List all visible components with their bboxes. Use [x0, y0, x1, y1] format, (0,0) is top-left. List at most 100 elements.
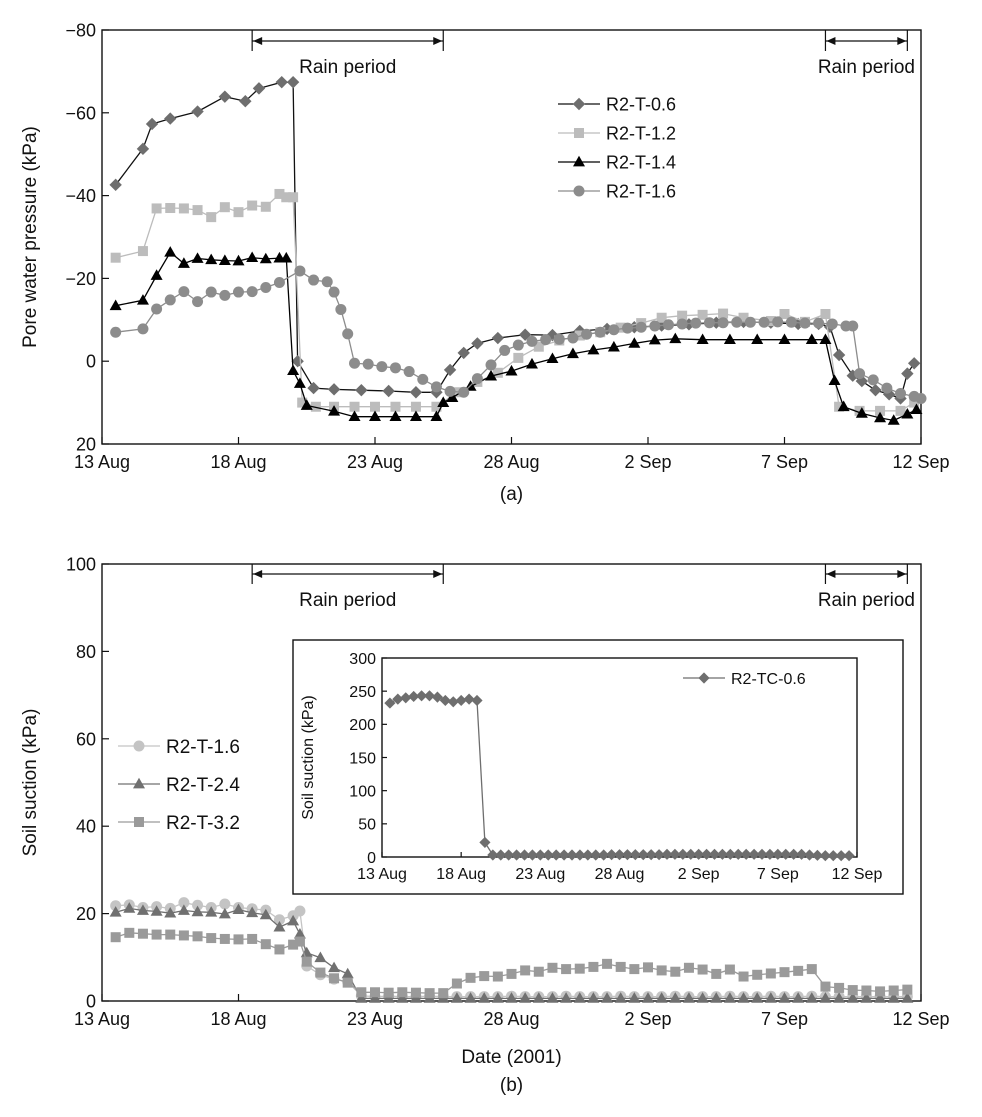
data-point	[417, 373, 429, 385]
data-point	[861, 985, 872, 996]
legend: R2-T-1.6 R2-T-2.4 R2-T-3.2	[118, 737, 240, 834]
data-point	[805, 333, 818, 345]
data-point	[653, 849, 665, 861]
data-point	[392, 693, 404, 705]
data-point	[574, 963, 585, 974]
y-axis-label: Soil suction (kPa)	[300, 695, 317, 820]
data-point	[819, 850, 831, 862]
data-point	[370, 401, 380, 412]
data-point	[874, 411, 887, 423]
data-point	[758, 316, 770, 328]
data-point	[788, 848, 800, 860]
legend-label: R2-T-1.6	[166, 737, 240, 758]
data-point	[274, 188, 285, 199]
data-point	[716, 848, 728, 860]
data-point	[546, 352, 559, 364]
data-point	[328, 405, 341, 416]
data-point	[342, 977, 353, 988]
data-point	[887, 414, 900, 425]
data-point	[218, 254, 231, 265]
data-point	[431, 691, 443, 703]
data-point	[696, 992, 709, 1003]
legend-marker	[133, 740, 145, 752]
data-point	[682, 992, 695, 1003]
data-point	[854, 405, 865, 416]
data-point	[280, 251, 293, 263]
data-point	[431, 401, 442, 412]
data-point	[573, 992, 586, 1003]
data-point	[518, 849, 531, 861]
panel-label: (a)	[500, 484, 523, 505]
data-point	[110, 932, 121, 943]
x-axis-label: Date (2001)	[461, 1047, 561, 1068]
data-point	[247, 200, 258, 211]
data-point	[110, 252, 121, 263]
data-point	[451, 978, 462, 989]
data-point	[655, 992, 668, 1003]
data-point	[732, 848, 744, 860]
data-point	[690, 317, 702, 329]
data-point	[731, 316, 743, 328]
data-point	[683, 962, 694, 973]
data-point	[288, 192, 299, 203]
data-point	[723, 333, 736, 345]
data-point	[233, 207, 244, 218]
legend-marker	[574, 128, 584, 138]
data-point	[310, 401, 321, 412]
data-point	[389, 362, 401, 374]
data-point	[677, 310, 688, 321]
data-point	[574, 849, 586, 861]
data-point	[600, 322, 614, 336]
x-tick-label: 12 Sep	[832, 866, 883, 883]
data-point	[697, 964, 708, 975]
x-tick-label: 2 Sep	[624, 1009, 671, 1029]
data-point	[778, 333, 791, 345]
data-point	[376, 361, 388, 373]
data-point	[907, 357, 921, 370]
data-point	[246, 906, 259, 918]
data-point	[205, 253, 218, 265]
data-point	[192, 296, 204, 308]
data-point	[805, 992, 818, 1003]
data-point	[438, 988, 449, 999]
data-point	[581, 328, 593, 340]
data-point	[382, 384, 395, 398]
series-R2-T-1.6	[110, 897, 913, 1003]
data-point	[465, 972, 476, 983]
y-tick-label: 200	[349, 717, 376, 734]
data-point	[703, 317, 715, 329]
data-point	[274, 944, 285, 955]
data-point	[796, 848, 808, 860]
data-point	[464, 992, 477, 1003]
data-point	[834, 982, 845, 993]
data-point	[308, 274, 320, 286]
data-point	[806, 964, 817, 975]
data-point	[390, 401, 401, 412]
data-point	[682, 318, 696, 331]
data-point	[847, 320, 859, 332]
data-point	[656, 312, 667, 323]
data-point	[164, 112, 177, 125]
y-tick-label: −80	[65, 20, 96, 40]
data-point	[408, 690, 420, 703]
data-point	[737, 992, 750, 1003]
data-point	[756, 848, 768, 860]
data-point	[738, 971, 749, 982]
data-point	[799, 317, 811, 329]
data-point	[505, 992, 518, 1003]
data-point	[711, 968, 722, 979]
data-point	[629, 849, 641, 861]
data-point	[492, 367, 503, 378]
data-point	[629, 964, 640, 975]
data-point	[785, 316, 797, 328]
y-tick-label: 250	[349, 684, 376, 701]
data-point	[854, 368, 866, 380]
legend-marker	[134, 817, 144, 827]
y-tick-label: 100	[349, 783, 376, 800]
data-point	[281, 192, 292, 203]
data-point	[219, 289, 231, 301]
rain-period-label: Rain period	[818, 590, 915, 611]
data-point	[847, 985, 858, 996]
data-point	[606, 849, 618, 861]
